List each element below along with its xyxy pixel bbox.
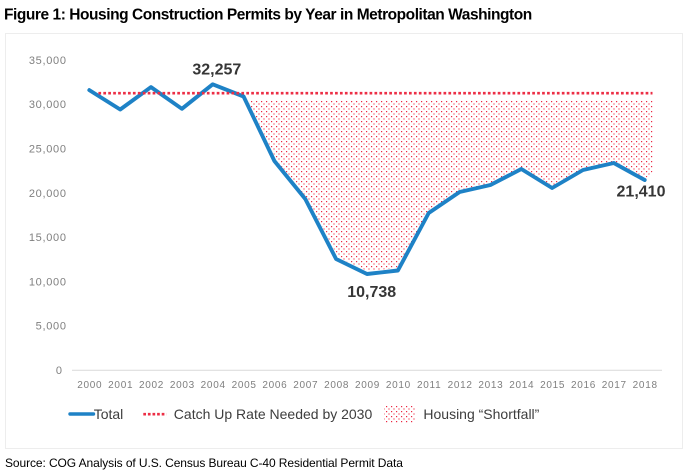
svg-text:10,738: 10,738 (347, 284, 396, 301)
svg-text:2012: 2012 (448, 380, 473, 391)
svg-text:Figure 1: Housing Construction: Figure 1: Housing Construction Permits b… (4, 6, 532, 23)
svg-text:0: 0 (56, 365, 63, 377)
svg-text:2010: 2010 (386, 380, 411, 391)
svg-text:2004: 2004 (201, 380, 226, 391)
svg-text:32,257: 32,257 (192, 62, 241, 79)
svg-text:30,000: 30,000 (29, 99, 67, 111)
svg-text:20,000: 20,000 (29, 188, 67, 200)
svg-text:2007: 2007 (293, 380, 318, 391)
svg-text:10,000: 10,000 (29, 276, 67, 288)
svg-text:2000: 2000 (77, 380, 102, 391)
svg-text:2016: 2016 (571, 380, 596, 391)
svg-text:25,000: 25,000 (29, 144, 67, 156)
svg-text:Total: Total (94, 406, 124, 422)
svg-text:2006: 2006 (262, 380, 287, 391)
svg-text:15,000: 15,000 (29, 232, 67, 244)
svg-text:2008: 2008 (324, 380, 349, 391)
svg-text:2013: 2013 (478, 380, 503, 391)
svg-text:5,000: 5,000 (36, 321, 67, 333)
svg-text:2018: 2018 (633, 380, 658, 391)
svg-text:2014: 2014 (509, 380, 534, 391)
svg-text:2011: 2011 (417, 380, 441, 391)
svg-text:Source: COG Analysis of U.S. C: Source: COG Analysis of U.S. Census Bure… (5, 456, 403, 470)
svg-text:2017: 2017 (602, 380, 627, 391)
svg-text:2003: 2003 (170, 380, 195, 391)
svg-text:2005: 2005 (232, 380, 257, 391)
svg-text:Housing “Shortfall”: Housing “Shortfall” (423, 406, 539, 422)
svg-text:2015: 2015 (540, 380, 565, 391)
svg-text:2009: 2009 (355, 380, 380, 391)
svg-text:35,000: 35,000 (29, 55, 67, 67)
svg-text:21,410: 21,410 (617, 184, 666, 201)
svg-text:2002: 2002 (139, 380, 164, 391)
svg-text:2001: 2001 (108, 380, 133, 391)
svg-text:Catch Up Rate Needed by 2030: Catch Up Rate Needed by 2030 (174, 406, 373, 422)
